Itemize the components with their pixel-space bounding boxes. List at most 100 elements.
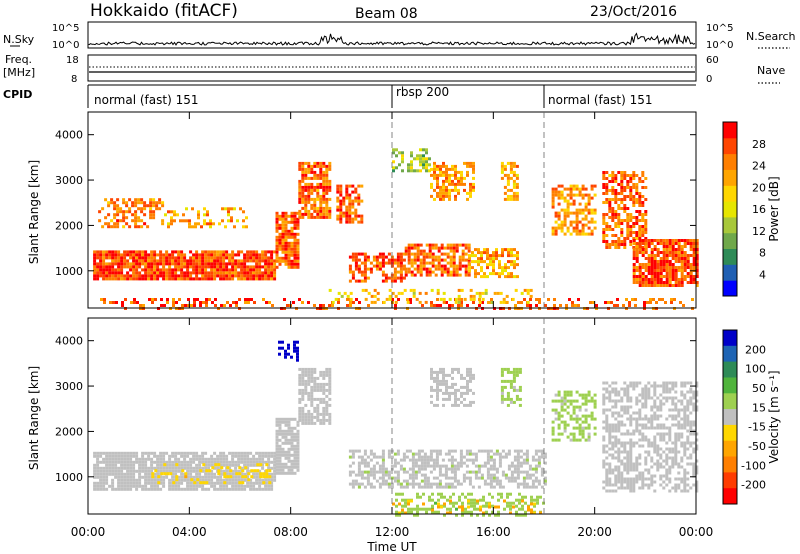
power-cell: [213, 265, 217, 269]
power-cell: [207, 256, 211, 260]
velocity-cell: [635, 399, 639, 403]
power-cell: [401, 160, 404, 164]
velocity-cell: [258, 460, 262, 464]
power-cell: [399, 261, 403, 265]
velocity-cell: [372, 464, 376, 468]
power-cell: [378, 267, 382, 271]
power-cell: [437, 267, 441, 271]
velocity-cell: [183, 463, 187, 467]
power-cell: [290, 265, 294, 269]
power-cell: [116, 222, 120, 226]
power-cell: [581, 184, 585, 188]
power-cell: [310, 167, 314, 171]
velocity-cell: [566, 390, 570, 394]
velocity-cell: [301, 406, 305, 410]
velocity-cell: [252, 463, 256, 467]
velocity-cell: [629, 447, 633, 451]
velocity-cell: [216, 481, 220, 485]
power-cell: [593, 193, 597, 197]
velocity-cell: [635, 441, 639, 445]
power-cell: [391, 298, 394, 301]
power-cell: [683, 275, 687, 278]
power-cell: [152, 210, 156, 214]
power-cell: [581, 223, 585, 227]
velocity-cell: [537, 482, 541, 486]
velocity-cell: [396, 452, 400, 456]
velocity-cell: [126, 469, 130, 473]
velocity-cell: [572, 405, 576, 409]
velocity-cell: [510, 461, 514, 465]
velocity-cell: [189, 484, 193, 488]
velocity-cell: [641, 471, 645, 475]
velocity-cell: [605, 477, 609, 481]
power-cell: [659, 266, 663, 269]
power-cell: [331, 300, 335, 304]
power-cell: [345, 208, 349, 212]
power-cell: [366, 276, 370, 280]
power-cell: [610, 301, 613, 304]
power-cell: [231, 271, 235, 275]
power-cell: [419, 270, 423, 274]
power-cell: [448, 304, 451, 307]
power-cell: [114, 256, 118, 260]
velocity-cell: [572, 438, 576, 442]
power-cell: [668, 251, 672, 254]
power-cell: [208, 298, 211, 301]
velocity-cell: [614, 456, 618, 460]
velocity-cell: [451, 370, 454, 374]
velocity-cell: [348, 473, 352, 477]
power-cell: [144, 274, 148, 278]
velocity-cell: [626, 441, 630, 445]
power-cell: [650, 269, 654, 272]
velocity-cell: [543, 482, 547, 486]
power-cell: [351, 199, 355, 203]
power-cell: [252, 259, 256, 263]
power-cell: [281, 232, 285, 236]
power-cell: [293, 232, 297, 236]
velocity-cell: [587, 393, 591, 397]
power-cell: [503, 167, 507, 171]
power-cell: [267, 259, 271, 263]
power-cell: [113, 225, 117, 229]
power-cell: [222, 274, 226, 278]
power-cell: [445, 173, 448, 177]
power-cell: [174, 277, 178, 281]
velocity-cell: [554, 417, 558, 421]
velocity-cell: [296, 349, 299, 353]
power-cell: [644, 242, 648, 245]
velocity-cell: [436, 403, 439, 407]
velocity-cell: [650, 417, 654, 421]
velocity-cell: [608, 471, 612, 475]
velocity-cell: [284, 450, 288, 454]
velocity-cell: [310, 421, 314, 425]
power-cell: [162, 253, 166, 257]
velocity-cell: [378, 467, 382, 471]
power-cell: [111, 256, 115, 260]
power-cell: [275, 235, 279, 239]
power-cell: [141, 277, 145, 281]
velocity-cell: [219, 472, 223, 476]
power-cell: [671, 257, 675, 260]
velocity-cell: [605, 390, 609, 394]
power-cell: [557, 214, 561, 218]
power-cell: [201, 250, 205, 254]
power-cell: [284, 223, 288, 227]
power-cell: [225, 265, 229, 269]
velocity-cell: [617, 468, 621, 472]
power-cell: [611, 228, 615, 231]
velocity-cell: [275, 456, 279, 460]
power-cell: [431, 255, 435, 259]
velocity-cell: [237, 487, 241, 491]
velocity-cell: [93, 481, 97, 485]
power-cell: [584, 202, 588, 206]
velocity-cell: [287, 426, 291, 430]
power-cell: [638, 231, 642, 234]
velocity-cell: [469, 400, 472, 404]
power-cell: [186, 271, 190, 275]
velocity-cell: [500, 370, 504, 374]
velocity-cell: [680, 381, 684, 385]
power-cell: [617, 207, 621, 210]
power-cell: [165, 268, 169, 272]
power-cell: [471, 266, 474, 270]
velocity-cell: [357, 455, 361, 459]
